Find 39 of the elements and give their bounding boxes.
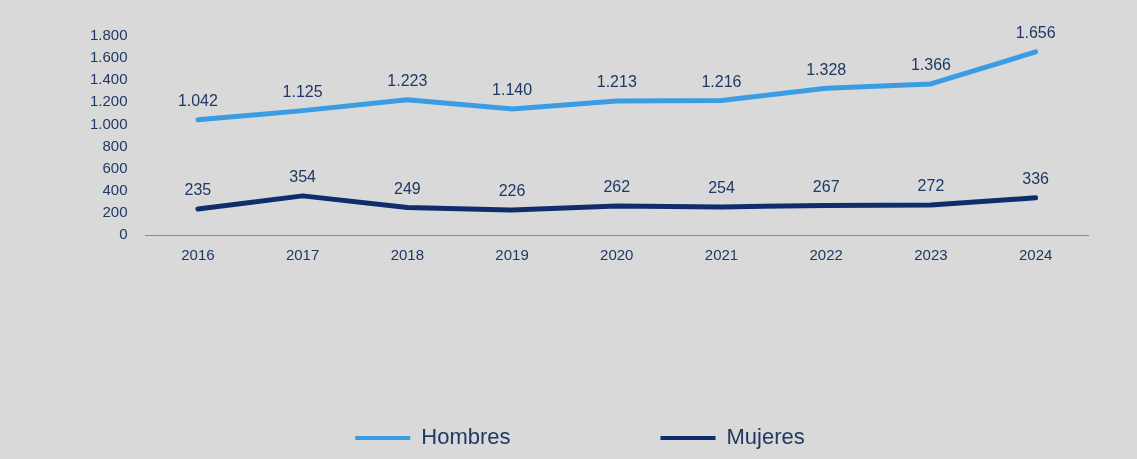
y-tick-label: 1.400: [89, 70, 128, 88]
x-tick-label: 2020: [600, 246, 634, 264]
data-label: 1.216: [701, 72, 742, 90]
y-tick-label: 200: [102, 203, 128, 221]
y-tick-label: 1.000: [89, 114, 128, 132]
data-label: 254: [708, 179, 735, 197]
x-tick-label: 2019: [495, 246, 529, 264]
data-label: 1.042: [177, 92, 219, 110]
y-tick-label: 1.800: [89, 26, 128, 44]
x-tick-label: 2016: [181, 246, 215, 264]
data-label: 1.213: [596, 73, 637, 91]
data-label: 226: [498, 182, 526, 200]
x-tick-label: 2021: [704, 246, 739, 264]
y-tick-label: 600: [102, 158, 128, 176]
y-tick-label: 0: [119, 225, 128, 243]
y-tick-label: 1.200: [89, 92, 128, 110]
x-tick-label: 2022: [809, 246, 843, 264]
y-tick-label: 400: [102, 180, 128, 198]
data-label: 336: [1022, 170, 1050, 188]
x-tick-label: 2018: [390, 246, 425, 264]
data-label: 262: [603, 178, 631, 196]
y-tick-label: 1.600: [89, 48, 128, 66]
x-tick-label: 2023: [914, 246, 948, 264]
legend-label: Hombres: [421, 424, 511, 450]
data-label: 235: [184, 181, 212, 199]
data-label: 272: [917, 177, 945, 195]
data-label: 1.366: [910, 56, 952, 74]
data-label: 1.140: [492, 81, 533, 99]
x-tick-label: 2024: [1018, 246, 1053, 264]
data-label: 1.125: [282, 83, 323, 101]
x-tick-label: 2017: [285, 246, 320, 264]
data-label: 1.656: [1015, 24, 1056, 42]
y-tick-label: 800: [102, 136, 128, 154]
data-label: 249: [393, 179, 421, 197]
data-label: 1.223: [387, 72, 428, 90]
legend-label: Mujeres: [726, 424, 805, 450]
data-label: 267: [812, 177, 840, 195]
data-label: 354: [289, 168, 317, 186]
data-label: 1.328: [806, 60, 847, 78]
